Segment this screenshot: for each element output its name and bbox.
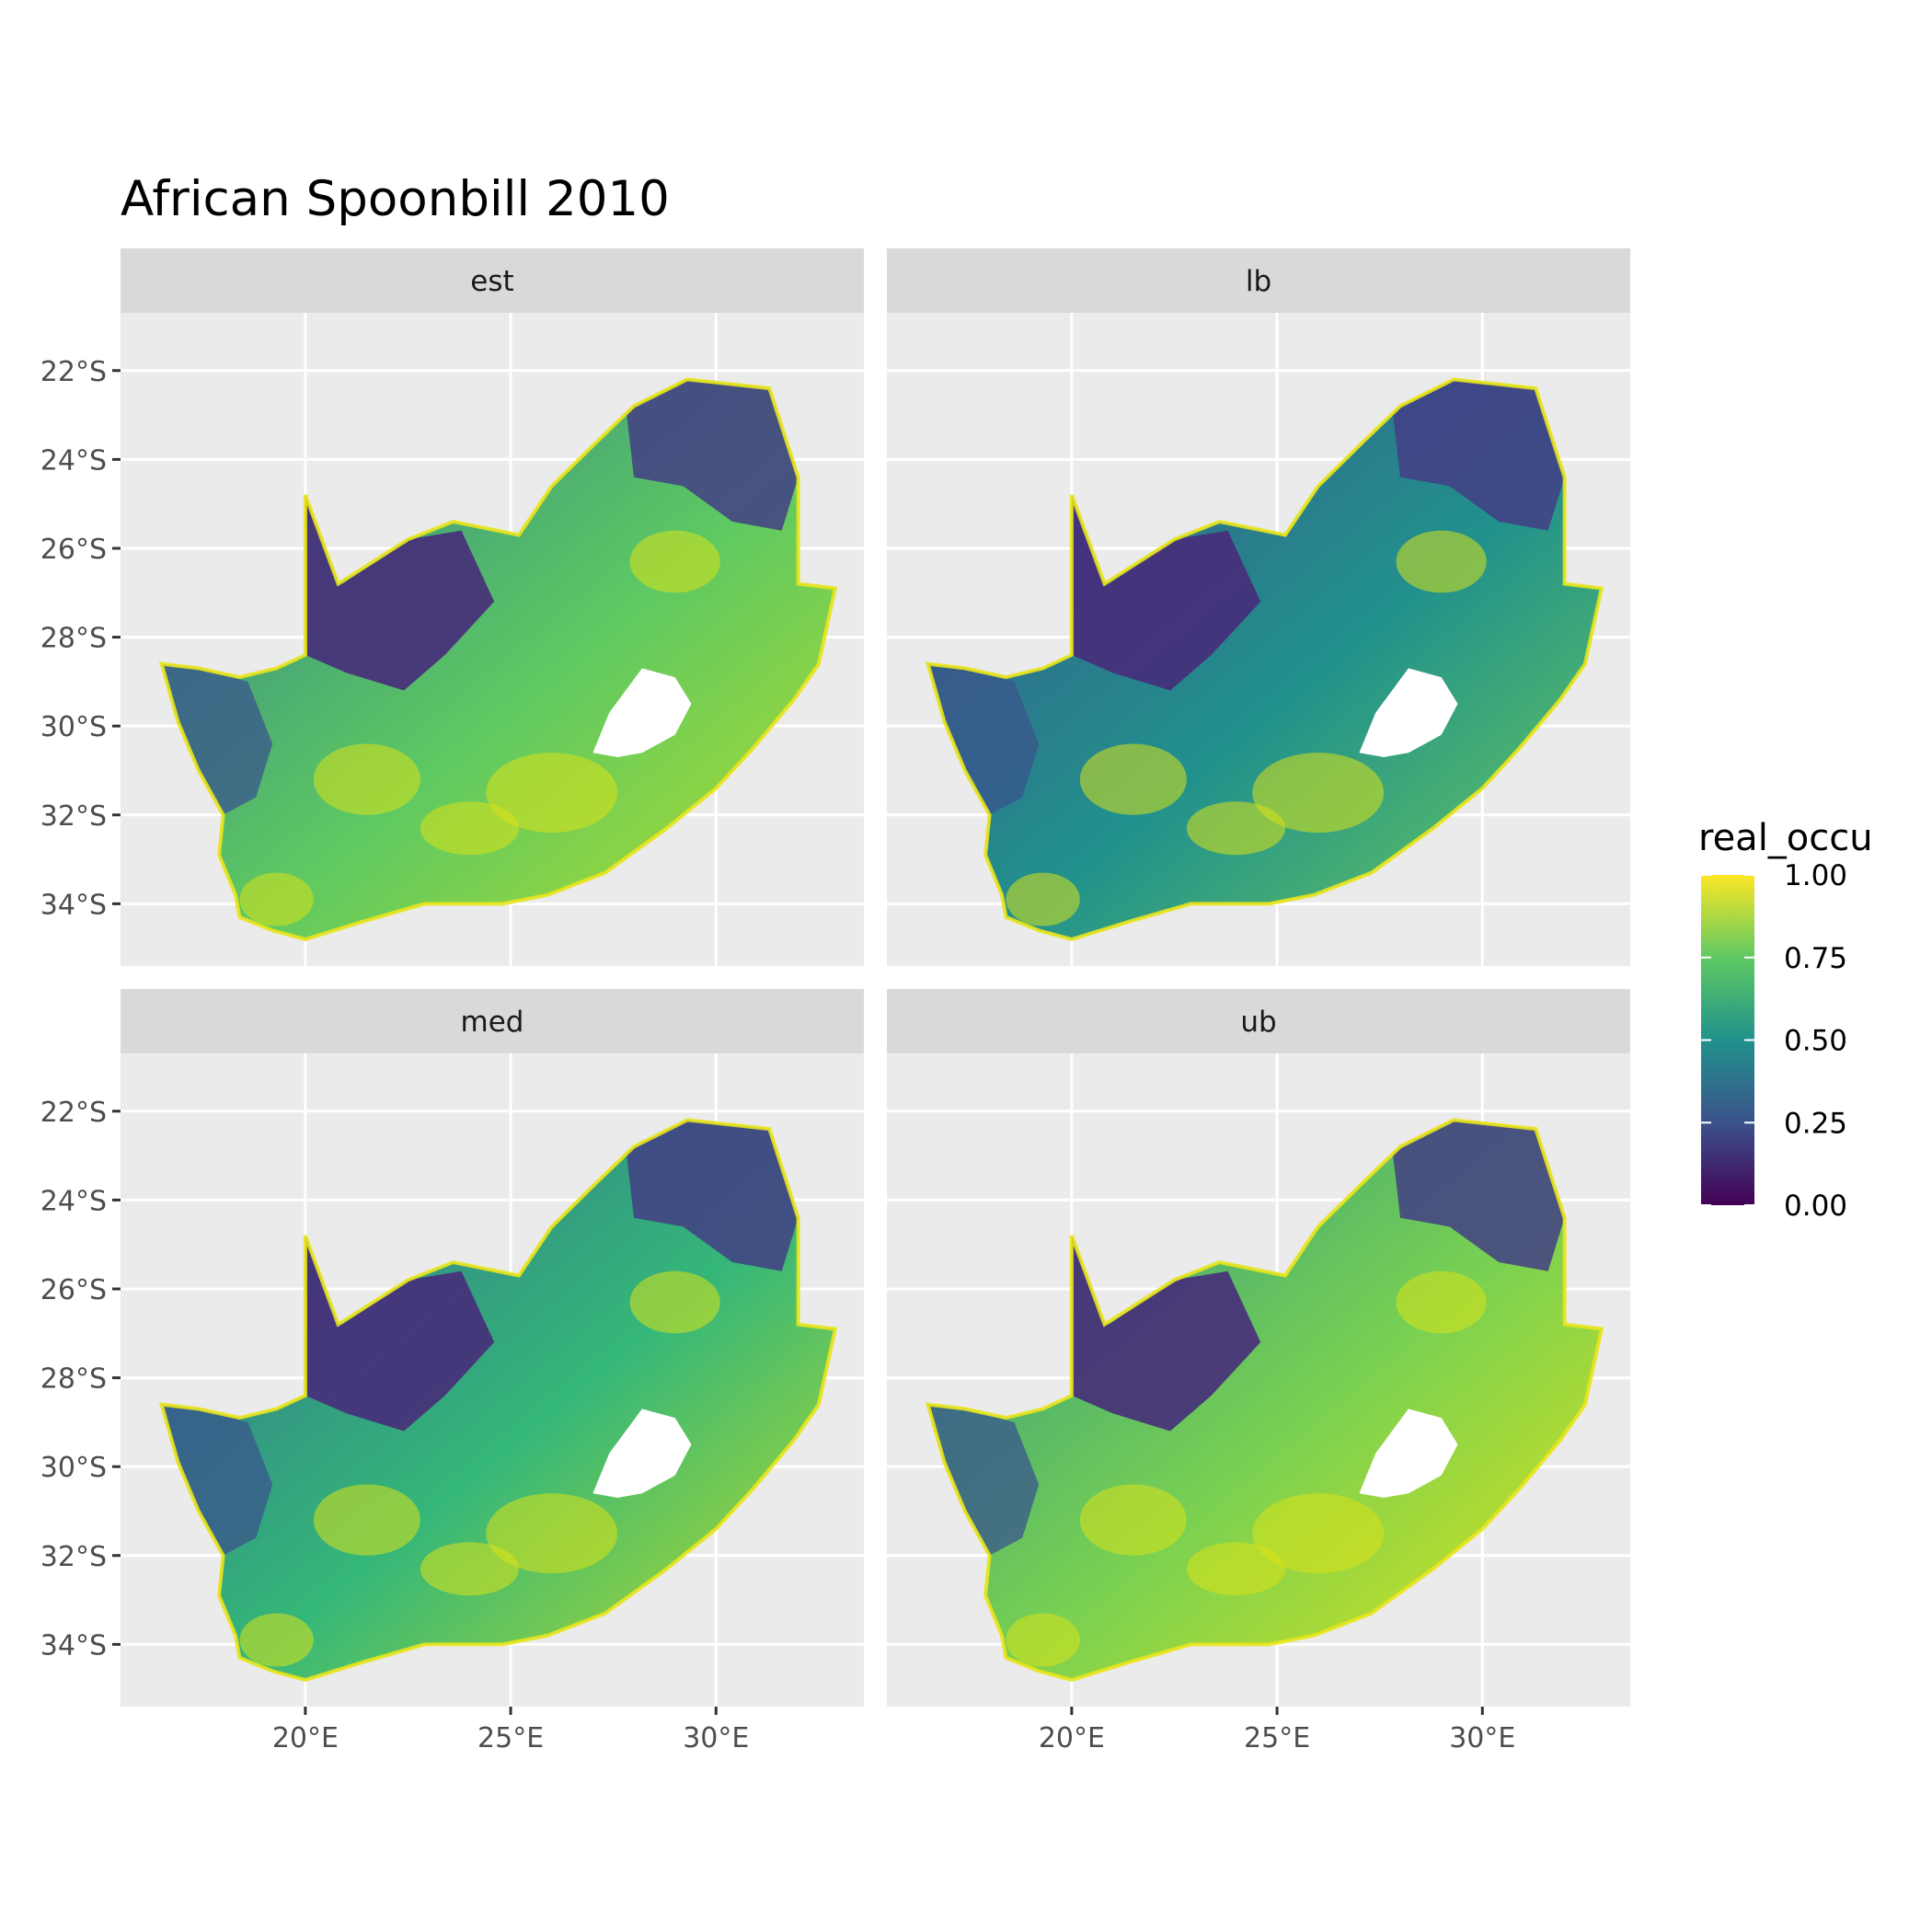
legend-break-label: 0.50 bbox=[1784, 1025, 1847, 1058]
legend-break-label: 1.00 bbox=[1784, 859, 1847, 892]
high-occupancy-region bbox=[313, 1484, 420, 1556]
no-data-region bbox=[1359, 668, 1458, 757]
low-occupancy-region bbox=[927, 1404, 1040, 1556]
y-tick-label: 30°S bbox=[40, 1452, 107, 1484]
low-occupancy-region bbox=[305, 495, 495, 691]
high-occupancy-region bbox=[420, 801, 520, 856]
coastline bbox=[925, 1118, 1604, 1683]
high-occupancy-region bbox=[1252, 1493, 1385, 1574]
strip-background bbox=[121, 248, 864, 313]
panel-est: est bbox=[121, 248, 864, 966]
color-legend: real_occu 1.00 0.75 0.50 0.25 0.00 bbox=[1698, 817, 1873, 1223]
y-tick-label: 24°S bbox=[40, 1185, 107, 1217]
high-occupancy-region bbox=[420, 1542, 520, 1596]
high-occupancy-region bbox=[1396, 530, 1487, 593]
y-tick-label: 32°S bbox=[40, 1541, 107, 1573]
strip-label-med: med bbox=[461, 1006, 524, 1039]
occupancy-raster bbox=[927, 1120, 1602, 1680]
legend-break-label: 0.25 bbox=[1784, 1107, 1847, 1140]
strip-label-lb: lb bbox=[1246, 265, 1271, 298]
strip-label-est: est bbox=[470, 265, 513, 298]
coastline bbox=[925, 377, 1604, 942]
high-occupancy-region bbox=[1186, 801, 1286, 856]
occupancy-raster bbox=[927, 379, 1602, 939]
x-tick-label: 20°E bbox=[272, 1722, 339, 1754]
strip-background bbox=[121, 989, 864, 1053]
high-occupancy-region bbox=[1396, 1271, 1487, 1334]
low-occupancy-region bbox=[927, 663, 1040, 815]
y-tick-label: 22°S bbox=[40, 1097, 107, 1129]
strip-background bbox=[887, 248, 1630, 313]
y-tick-label: 28°S bbox=[40, 1363, 107, 1396]
y-tick-label: 26°S bbox=[40, 534, 107, 566]
panel-med: med bbox=[121, 989, 864, 1707]
high-occupancy-region bbox=[486, 1493, 618, 1574]
x-tick-label: 20°E bbox=[1039, 1722, 1105, 1754]
legend-break-label: 0.75 bbox=[1784, 942, 1847, 975]
no-data-region bbox=[592, 668, 692, 757]
low-occupancy-region bbox=[1071, 1236, 1261, 1432]
legend-title: real_occu bbox=[1698, 817, 1873, 859]
y-tick-label: 26°S bbox=[40, 1274, 107, 1306]
strip-background bbox=[887, 989, 1630, 1053]
coastline bbox=[158, 377, 838, 942]
high-occupancy-region bbox=[1186, 1542, 1286, 1596]
y-tick-label: 34°S bbox=[40, 889, 107, 921]
facet-panels: est lb med ub bbox=[121, 248, 1630, 1707]
strip-label-ub: ub bbox=[1240, 1006, 1276, 1039]
low-occupancy-region bbox=[626, 1120, 799, 1271]
x-tick-label: 30°E bbox=[683, 1722, 749, 1754]
x-tick-label: 25°E bbox=[1244, 1722, 1310, 1754]
high-occupancy-region bbox=[239, 872, 314, 926]
high-occupancy-region bbox=[629, 530, 720, 593]
low-occupancy-region bbox=[305, 1236, 495, 1432]
high-occupancy-region bbox=[1006, 1613, 1080, 1667]
occupancy-raster bbox=[161, 379, 835, 939]
x-axis-left-column: 20°E 25°E 30°E bbox=[272, 1707, 749, 1754]
low-occupancy-region bbox=[1071, 495, 1261, 691]
x-tick-label: 30°E bbox=[1449, 1722, 1515, 1754]
y-tick-label: 30°S bbox=[40, 711, 107, 743]
no-data-region bbox=[1359, 1409, 1458, 1498]
x-tick-label: 25°E bbox=[477, 1722, 544, 1754]
occupancy-raster bbox=[161, 1120, 835, 1680]
y-axis-top-row: 22°S 24°S 26°S 28°S 30°S 32°S 34°S bbox=[40, 356, 121, 921]
low-occupancy-region bbox=[161, 1404, 273, 1556]
high-occupancy-region bbox=[239, 1613, 314, 1667]
panel-ub: ub bbox=[887, 989, 1630, 1707]
low-occupancy-region bbox=[626, 379, 799, 531]
high-occupancy-region bbox=[1006, 872, 1080, 926]
x-axis-right-column: 20°E 25°E 30°E bbox=[1039, 1707, 1515, 1754]
coastline bbox=[158, 1118, 838, 1683]
legend-break-label: 0.00 bbox=[1784, 1190, 1847, 1223]
y-tick-label: 24°S bbox=[40, 444, 107, 477]
high-occupancy-region bbox=[313, 743, 420, 815]
low-occupancy-region bbox=[1392, 379, 1565, 531]
y-tick-label: 28°S bbox=[40, 623, 107, 655]
high-occupancy-region bbox=[629, 1271, 720, 1334]
high-occupancy-region bbox=[486, 753, 618, 834]
y-axis-bottom-row: 22°S 24°S 26°S 28°S 30°S 32°S 34°S bbox=[40, 1097, 121, 1662]
high-occupancy-region bbox=[1079, 743, 1187, 815]
high-occupancy-region bbox=[1252, 753, 1385, 834]
low-occupancy-region bbox=[161, 663, 273, 815]
high-occupancy-region bbox=[1079, 1484, 1187, 1556]
y-tick-label: 22°S bbox=[40, 356, 107, 388]
chart-title: African Spoonbill 2010 bbox=[121, 171, 670, 227]
panel-lb: lb bbox=[887, 248, 1630, 966]
y-tick-label: 32°S bbox=[40, 800, 107, 833]
low-occupancy-region bbox=[1392, 1120, 1565, 1271]
no-data-region bbox=[592, 1409, 692, 1498]
y-tick-label: 34°S bbox=[40, 1629, 107, 1662]
